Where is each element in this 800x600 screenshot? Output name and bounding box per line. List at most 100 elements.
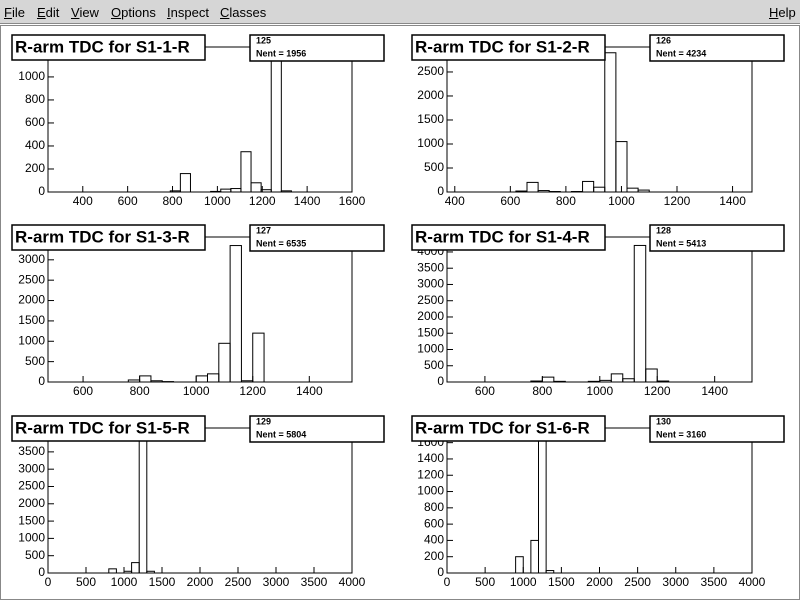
menu-item[interactable]: Edit: [37, 5, 60, 20]
y-tick-label: 0: [38, 184, 45, 198]
bar: [240, 151, 252, 192]
bar: [138, 428, 148, 573]
menu-item[interactable]: File: [4, 5, 25, 20]
frame: [446, 427, 753, 574]
chart-title: R-arm TDC for S1-1-R: [15, 37, 190, 56]
y-tick-label: 500: [25, 354, 45, 368]
frame: [446, 236, 753, 383]
title-box: [411, 34, 606, 61]
x-tick-label: 2500: [225, 575, 252, 589]
chart-title: R-arm TDC for S1-3-R: [15, 227, 190, 246]
bar: [530, 380, 543, 382]
bar: [633, 244, 647, 382]
bar: [526, 181, 539, 192]
y-tick-label: 0: [38, 565, 45, 579]
chart-title: R-arm TDC for S1-6-R: [415, 418, 590, 437]
bar: [538, 428, 547, 573]
bar: [515, 190, 528, 192]
menu-item[interactable]: Classes: [220, 5, 267, 20]
y-tick-label: 800: [25, 92, 45, 106]
x-tick-label: 4000: [739, 575, 766, 589]
x-tick-label: 1400: [701, 384, 728, 398]
histogram: [169, 47, 292, 192]
title-box: [411, 415, 606, 442]
title-box: [11, 34, 206, 61]
bar: [108, 568, 117, 573]
stats-text: Nent = 5804: [256, 429, 306, 439]
y-tick-label: 2000: [417, 88, 444, 102]
y-tick-label: 1200: [417, 467, 444, 481]
x-tick-label: 500: [76, 575, 96, 589]
menu-item[interactable]: Help: [769, 5, 796, 20]
x-tick-label: 1200: [664, 194, 691, 208]
bar: [515, 556, 524, 573]
y-tick-label: 400: [424, 533, 444, 547]
bar: [146, 570, 155, 573]
y-tick-label: 1500: [18, 513, 45, 527]
y-tick-label: 3000: [18, 461, 45, 475]
x-tick-label: 1200: [644, 384, 671, 398]
title-box: [11, 224, 206, 251]
bar: [270, 47, 282, 192]
stats-box: [649, 34, 785, 62]
x-tick-label: 1000: [586, 384, 613, 398]
stats-box: [249, 34, 385, 62]
bar: [553, 380, 566, 382]
y-tick-label: 500: [424, 358, 444, 372]
menu-item[interactable]: Options: [111, 5, 156, 20]
frame: [47, 427, 353, 574]
x-tick-label: 800: [130, 384, 150, 398]
x-tick-label: 1400: [294, 194, 321, 208]
menu-item[interactable]: View: [71, 5, 99, 20]
y-tick-label: 2000: [18, 293, 45, 307]
x-tick-label: 1000: [608, 194, 635, 208]
bar: [250, 182, 262, 192]
y-tick-label: 2500: [18, 479, 45, 493]
x-tick-label: 1000: [111, 575, 138, 589]
stats-text: Nent = 5413: [656, 238, 706, 248]
y-tick-label: 0: [437, 374, 444, 388]
y-tick-label: 400: [25, 138, 45, 152]
menu-item[interactable]: Inspect: [167, 5, 209, 20]
y-tick-label: 2000: [18, 496, 45, 510]
frame: [446, 46, 753, 193]
y-tick-label: 1500: [417, 325, 444, 339]
y-tick-label: 3000: [417, 277, 444, 291]
x-tick-label: 1000: [204, 194, 231, 208]
x-tick-label: 4000: [339, 575, 366, 589]
stats-text: 127: [256, 225, 271, 235]
y-tick-label: 1000: [18, 531, 45, 545]
x-tick-label: 1400: [296, 384, 323, 398]
y-tick-label: 500: [424, 160, 444, 174]
bar: [610, 373, 624, 382]
y-tick-label: 800: [424, 500, 444, 514]
y-tick-label: 0: [437, 565, 444, 579]
x-tick-label: 800: [163, 194, 183, 208]
stats-box: [649, 415, 785, 443]
x-tick-label: 1500: [149, 575, 176, 589]
bar: [229, 245, 242, 382]
x-tick-label: 2500: [624, 575, 651, 589]
y-tick-label: 2000: [417, 309, 444, 323]
y-tick-label: 1400: [417, 451, 444, 465]
stats-text: Nent = 6535: [256, 238, 306, 248]
x-tick-label: 1600: [339, 194, 366, 208]
y-tick-label: 1500: [18, 313, 45, 327]
y-tick-label: 200: [424, 549, 444, 563]
x-tick-label: 2000: [187, 575, 214, 589]
y-tick-label: 500: [25, 548, 45, 562]
stats-text: 130: [656, 416, 671, 426]
frame: [47, 236, 353, 383]
stats-text: 129: [256, 416, 271, 426]
y-tick-label: 200: [25, 161, 45, 175]
histogram: [530, 244, 670, 382]
x-tick-label: 3000: [263, 575, 290, 589]
x-tick-label: 1500: [548, 575, 575, 589]
bar: [587, 380, 601, 382]
y-tick-label: 0: [38, 374, 45, 388]
stats-text: Nent = 4234: [656, 48, 706, 58]
bar: [656, 380, 670, 382]
x-tick-label: 2000: [586, 575, 613, 589]
stats-text: 128: [656, 225, 671, 235]
